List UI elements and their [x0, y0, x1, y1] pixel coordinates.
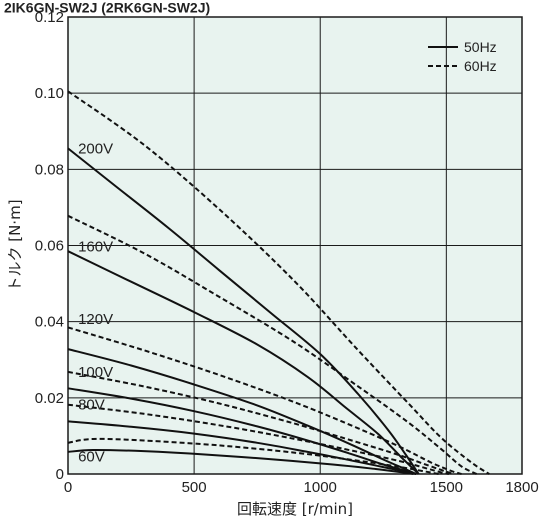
series-60v-60hz [67, 437, 439, 475]
voltage-label-200v: 200V [78, 140, 113, 157]
x-tick-label: 500 [182, 479, 207, 496]
x-tick-label: 0 [64, 479, 72, 496]
y-tick-label: 0.12 [35, 9, 64, 26]
series-160v-60hz [67, 214, 478, 475]
voltage-label-100v: 100V [78, 364, 113, 381]
series-160v-50hz [67, 250, 420, 475]
grid [67, 16, 523, 475]
plot-frame [67, 16, 523, 475]
series-group [67, 90, 490, 475]
chart-header: 2IK6GN-SW2J (2RK6GN-SW2J) [4, 0, 210, 15]
voltage-label-60v: 60V [78, 448, 105, 465]
y-tick-label: 0.02 [35, 390, 64, 407]
y-tick-label: 0.08 [35, 161, 64, 178]
series-120v-60hz [67, 326, 462, 475]
legend-label: 50Hz [464, 39, 497, 55]
voltage-label-160v: 160V [78, 239, 113, 256]
x-tick-label: 1800 [505, 479, 538, 496]
x-axis-ticks: 0 500 1000 1500 1800 [64, 479, 539, 496]
legend-label: 60Hz [464, 58, 497, 74]
legend: 50Hz 60Hz [428, 39, 497, 74]
series-200v-60hz [67, 90, 490, 475]
y-tick-label: 0.04 [35, 314, 64, 331]
x-tick-label: 1500 [430, 479, 463, 496]
series-200v-50hz [67, 147, 420, 475]
y-tick-label: 0.10 [35, 85, 64, 102]
voltage-label-80v: 80V [78, 397, 105, 414]
y-axis-ticks: 0 0.02 0.04 0.06 0.08 0.10 0.12 [35, 9, 64, 483]
voltage-label-120v: 120V [78, 311, 113, 328]
y-tick-label: 0 [56, 466, 64, 483]
series-80v-50hz [67, 420, 417, 475]
x-tick-label: 1000 [304, 479, 337, 496]
y-tick-label: 0.06 [35, 238, 64, 255]
series-60v-50hz [67, 448, 414, 475]
x-axis-title: 回転速度 [r/min] [237, 500, 353, 518]
voltage-labels: 200V 160V 120V 100V 80V 60V [78, 140, 113, 465]
series-100v-60hz [67, 370, 455, 475]
y-axis-title: トルク [N·m] [6, 199, 24, 291]
